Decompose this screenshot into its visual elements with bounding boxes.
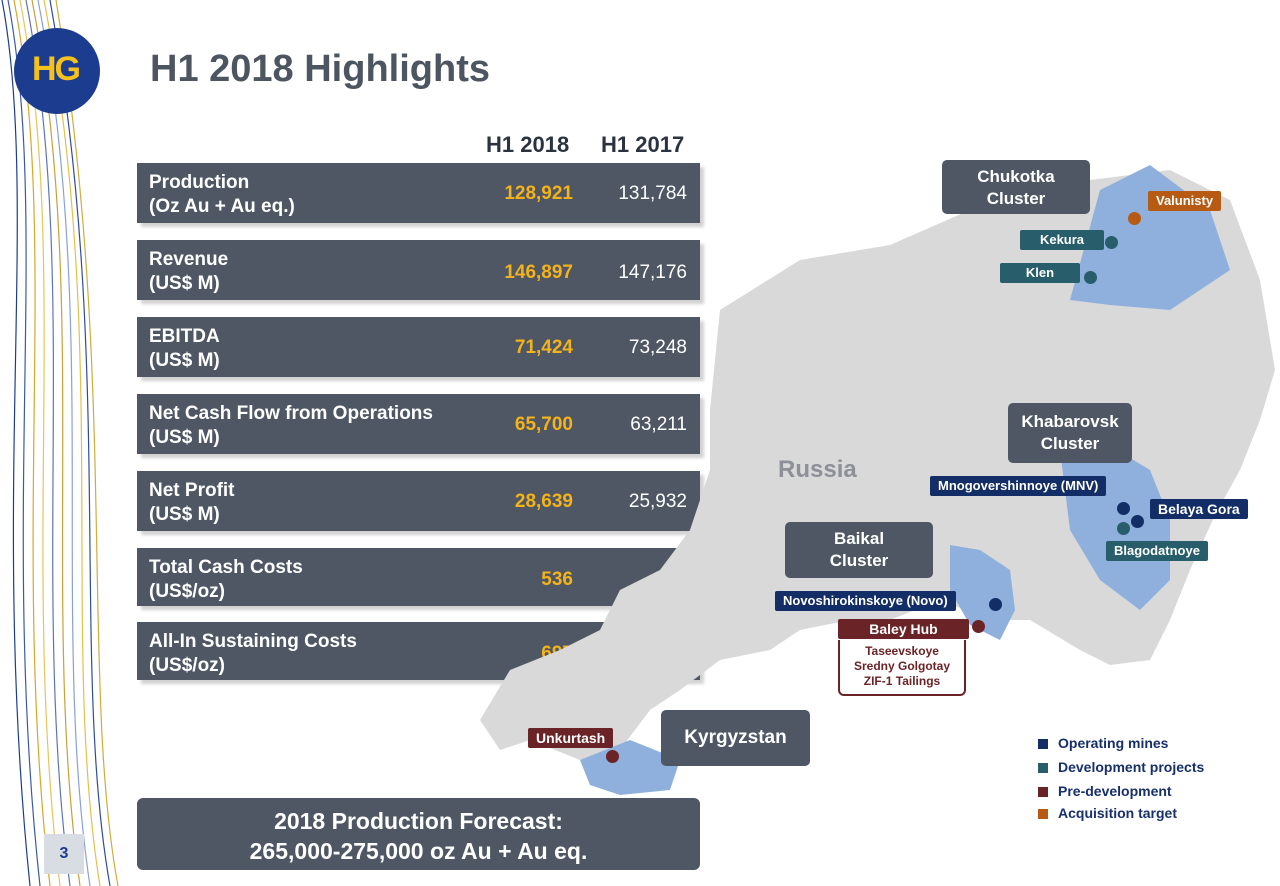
site-label-blagodatnoye: Blagodatnoye [1106, 541, 1208, 561]
kpi-value-2017: 147,176 [618, 262, 687, 283]
site-label-baley-hub: Baley Hub [838, 619, 969, 639]
russia-landmass [480, 170, 1275, 760]
kpi-value-2017: 25,932 [628, 491, 687, 512]
cluster-chukotka: Chukotka Cluster [942, 160, 1090, 214]
kpi-value-2017: 73,248 [628, 337, 687, 358]
russia-map [480, 165, 1275, 795]
kpi-label: Net Cash Flow from Operations (US$ M) [149, 403, 433, 448]
kpi-label: Production (Oz Au + Au eq.) [149, 172, 295, 217]
legend-swatch [1038, 809, 1048, 820]
site-label-belaya-gora: Belaya Gora [1150, 499, 1248, 519]
kpi-value-2018: 128,921 [504, 183, 573, 204]
site-marker-valunisty [1128, 212, 1141, 225]
kpi-label: EBITDA (US$ M) [149, 326, 220, 371]
site-label-novo: Novoshirokinskoye (Novo) [775, 591, 956, 611]
legend-swatch [1038, 739, 1048, 750]
page-title: H1 2018 Highlights [150, 48, 490, 90]
page-number: 3 [44, 834, 84, 874]
forecast-line-2: 265,000-275,000 oz Au + Au eq. [249, 838, 588, 864]
site-label-valunisty: Valunisty [1148, 191, 1222, 211]
cluster-kyrgyzstan: Kyrgyzstan [661, 710, 810, 766]
cluster-baikal: Baikal Cluster [785, 522, 933, 578]
deposit-zif1-tailings: ZIF-1 Tailings [863, 674, 941, 688]
kpi-value-2017: 63,211 [630, 414, 687, 435]
country-label-russia: Russia [778, 456, 857, 483]
kpi-value-2018: 71,424 [514, 337, 573, 358]
site-label-mnv: Mnogovershinnoye (MNV) [930, 476, 1107, 496]
site-marker-klen [1084, 271, 1097, 284]
legend-development-projects: Development projects [1038, 759, 1204, 775]
legend-acquisition-target: Acquisition target [1038, 805, 1177, 821]
kpi-row-ebitda: EBITDA (US$ M) 71,424 73,248 [137, 317, 700, 377]
legend-swatch [1038, 787, 1048, 798]
baley-hub-deposits: Taseevskoye Sredny Golgotay ZIF-1 Tailin… [838, 640, 966, 696]
kpi-label: Revenue (US$ M) [149, 249, 229, 294]
kpi-value-2018: 536 [541, 569, 573, 590]
legend-label: Operating mines [1058, 735, 1169, 751]
site-label-unkurtash: Unkurtash [528, 728, 614, 748]
column-header-h1-2017: H1 2017 [601, 132, 685, 157]
kpi-value-2018: 65,700 [514, 414, 573, 435]
kpi-row-net-cash-flow: Net Cash Flow from Operations (US$ M) 65… [137, 394, 700, 454]
site-label-kekura: Kekura [1020, 230, 1104, 250]
kyrgyzstan-region [580, 740, 680, 795]
legend-swatch [1038, 763, 1048, 774]
legend-label: Development projects [1058, 759, 1205, 775]
forecast-line-1: 2018 Production Forecast: [274, 808, 563, 834]
site-label-klen: Klen [1000, 263, 1080, 283]
deposit-sredny-golgotay: Sredny Golgotay [853, 659, 951, 673]
site-marker-unkurtash [606, 750, 619, 763]
column-header-h1-2018: H1 2018 [486, 132, 570, 157]
kpi-label: Net Profit (US$ M) [149, 480, 235, 525]
kpi-value-2018: 146,897 [504, 262, 573, 283]
deposit-taseevskoye: Taseevskoye [865, 644, 939, 658]
site-marker-blagodatnoye [1117, 522, 1130, 535]
kpi-value-2017: 131,784 [618, 183, 687, 204]
baikal-region [950, 545, 1015, 640]
legend-operating-mines: Operating mines [1038, 735, 1168, 751]
site-marker-novo [989, 598, 1002, 611]
legend-pre-development: Pre-development [1038, 783, 1172, 799]
kpi-row-revenue: Revenue (US$ M) 146,897 147,176 [137, 240, 700, 300]
kpi-value-2018: 28,639 [514, 491, 573, 512]
site-marker-baley-hub [972, 620, 985, 633]
company-logo: HG [14, 28, 100, 114]
kpi-label: All-In Sustaining Costs (US$/oz) [149, 631, 357, 676]
cluster-khabarovsk: Khabarovsk Cluster [1008, 403, 1132, 463]
site-marker-kekura [1105, 236, 1118, 249]
production-forecast-box: 2018 Production Forecast: 265,000-275,00… [137, 798, 700, 870]
site-marker-belaya-gora [1131, 515, 1144, 528]
logo-text: HG [32, 50, 81, 88]
kpi-label: Total Cash Costs (US$/oz) [149, 557, 303, 602]
kpi-row-net-profit: Net Profit (US$ M) 28,639 25,932 [137, 471, 700, 531]
kpi-row-production: Production (Oz Au + Au eq.) 128,921 131,… [137, 163, 700, 223]
legend-label: Pre-development [1058, 783, 1172, 799]
legend-label: Acquisition target [1058, 805, 1178, 821]
site-marker-mnv [1117, 502, 1130, 515]
decorative-wave-lines [1, 0, 119, 886]
